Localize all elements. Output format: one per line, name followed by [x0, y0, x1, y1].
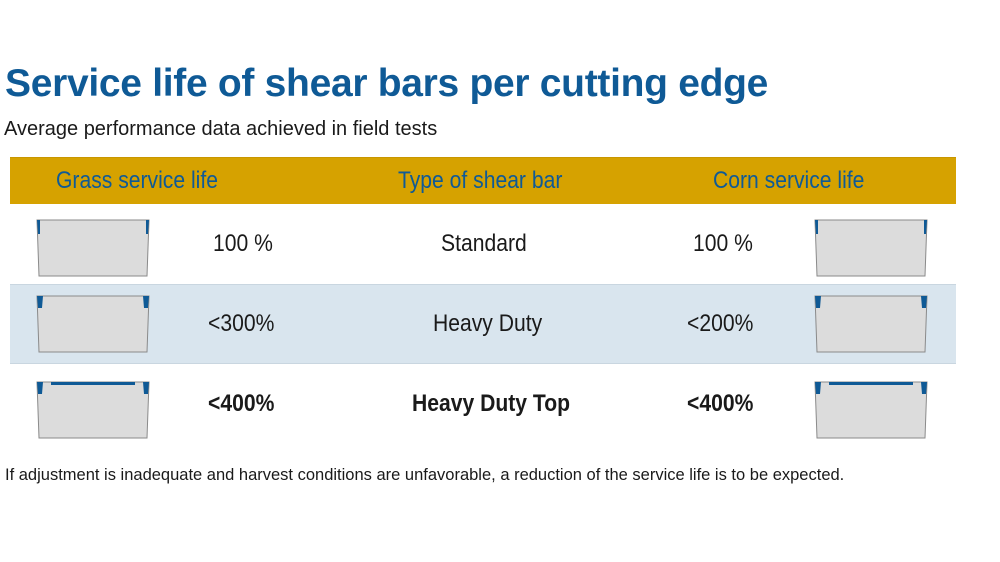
- header-corn-service-life: Corn service life: [713, 167, 865, 194]
- grass-value-heavy-duty-top: <400%: [208, 390, 275, 417]
- grass-value-heavy-duty: <300%: [208, 310, 275, 337]
- footnote: If adjustment is inadequate and harvest …: [5, 466, 845, 484]
- shear-bar-heavy-duty-icon: [813, 294, 929, 354]
- shear-bar-heavy-duty-top-icon: [813, 380, 929, 440]
- corn-value-heavy-duty: <200%: [687, 310, 754, 337]
- shear-bar-heavy-duty-top-icon: [35, 380, 151, 440]
- header-type-of-shear-bar: Type of shear bar: [398, 167, 563, 194]
- type-heavy-duty: Heavy Duty: [433, 310, 543, 337]
- table-header: Grass service life Type of shear bar Cor…: [10, 157, 956, 204]
- type-heavy-duty-top: Heavy Duty Top: [412, 390, 571, 417]
- header-grass-service-life: Grass service life: [56, 167, 218, 194]
- corn-value-standard: 100 %: [693, 230, 753, 257]
- page-subtitle: Average performance data achieved in fie…: [4, 118, 438, 140]
- shear-bar-heavy-duty-icon: [35, 294, 151, 354]
- page-title: Service life of shear bars per cutting e…: [5, 62, 769, 105]
- table-row-standard: 100 % Standard 100 %: [10, 204, 956, 284]
- table-row-heavy-duty-top: <400% Heavy Duty Top <400%: [10, 364, 956, 444]
- table-row-heavy-duty: <300% Heavy Duty <200%: [10, 284, 956, 364]
- grass-value-standard: 100 %: [213, 230, 273, 257]
- type-standard: Standard: [441, 230, 527, 257]
- corn-value-heavy-duty-top: <400%: [687, 390, 754, 417]
- shear-bar-standard-icon: [813, 218, 929, 278]
- shear-bar-standard-icon: [35, 218, 151, 278]
- service-life-table: Grass service life Type of shear bar Cor…: [10, 157, 956, 444]
